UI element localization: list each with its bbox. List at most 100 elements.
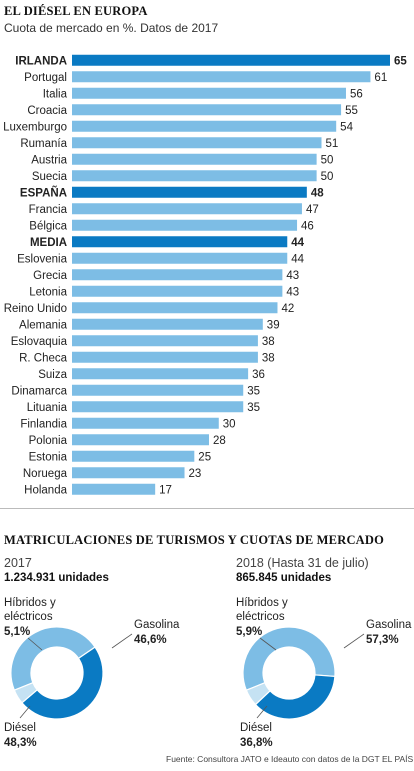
value-label: 38: [262, 336, 275, 348]
category-label: Suiza: [38, 369, 67, 381]
bar: [72, 54, 390, 66]
value-label: 55: [345, 105, 358, 117]
hibridos-label: eléctricos: [236, 611, 285, 623]
value-label: 43: [286, 270, 299, 282]
diesel-value: 36,8%: [240, 737, 273, 749]
divider: [0, 508, 414, 509]
gasolina-value: 57,3%: [366, 634, 399, 646]
bar: [72, 170, 317, 182]
bar: [72, 401, 244, 413]
bar: [72, 104, 342, 116]
bar: [72, 137, 322, 149]
category-label: Rumanía: [20, 138, 67, 150]
category-label: Austria: [31, 154, 67, 166]
category-label: Finlandia: [20, 418, 67, 430]
leader-line: [343, 633, 365, 649]
value-label: 65: [394, 55, 407, 67]
bar: [72, 467, 185, 479]
hibridos-value: 5,9%: [236, 626, 262, 638]
bar-chart: IRLANDA 65 Portugal 61 Italia 56 Croacia 55 Luxe…: [3, 54, 407, 496]
value-label: 46: [301, 220, 314, 232]
hibridos-label: eléctricos: [4, 611, 53, 623]
leader-line: [259, 637, 277, 651]
category-label: Eslovaquia: [11, 336, 68, 348]
donut-slice: [21, 646, 104, 720]
units-2017: 1.234.931 unidades: [4, 572, 109, 584]
value-label: 30: [223, 418, 236, 430]
value-label: 35: [247, 402, 260, 414]
diesel-value: 48,3%: [4, 737, 37, 749]
donut-slice: [254, 674, 336, 720]
bar: [72, 252, 288, 264]
value-label: 51: [326, 138, 339, 150]
bar: [72, 120, 337, 132]
category-label: Francia: [29, 204, 68, 216]
gasolina-label: Gasolina: [134, 619, 180, 631]
category-label: Italia: [43, 88, 68, 100]
value-label: 43: [286, 286, 299, 298]
bar: [72, 483, 156, 495]
bar: [72, 219, 298, 231]
bar: [72, 434, 209, 446]
value-label: 44: [291, 253, 304, 265]
value-label: 48: [311, 187, 324, 199]
category-label: Reino Unido: [4, 303, 67, 315]
bar: [72, 335, 258, 347]
category-label: Suecia: [32, 171, 68, 183]
year-2017: 2017: [4, 556, 32, 570]
value-label: 54: [340, 121, 353, 133]
donut-chart-2017: Híbridos y eléctricos 5,1% Gasolina 46,6% Dié…: [4, 597, 180, 749]
chart-title: EL DIÉSEL EN EUROPA: [4, 4, 148, 18]
category-label: IRLANDA: [15, 55, 67, 67]
gasolina-label: Gasolina: [366, 619, 412, 631]
category-label: MEDIA: [30, 237, 67, 249]
category-label: Holanda: [24, 484, 67, 496]
value-label: 38: [262, 352, 275, 364]
bar: [72, 153, 317, 165]
donut-chart-2018: Híbridos y eléctricos 5,9% Gasolina 57,3% Dié…: [236, 597, 412, 749]
chart-subtitle: Cuota de mercado en %. Datos de 2017: [4, 21, 219, 35]
bar: [72, 285, 283, 297]
hibridos-label: Híbridos y: [236, 597, 288, 609]
value-label: 23: [189, 468, 202, 480]
bar: [72, 368, 249, 380]
category-label: Noruega: [23, 468, 68, 480]
section-title: MATRICULACIONES DE TURISMOS Y CUOTAS DE …: [4, 533, 385, 547]
category-label: Dinamarca: [11, 385, 67, 397]
value-label: 44: [291, 237, 304, 249]
value-label: 36: [252, 369, 265, 381]
value-label: 28: [213, 435, 226, 447]
category-label: ESPAÑA: [20, 186, 67, 199]
category-label: Bélgica: [29, 220, 67, 232]
bar: [72, 87, 346, 99]
category-label: Grecia: [33, 270, 67, 282]
bar: [72, 318, 263, 330]
value-label: 61: [374, 72, 387, 84]
donut-slice: [13, 681, 39, 704]
donut-slice: [10, 626, 96, 692]
bar: [72, 351, 258, 363]
hibridos-label: Híbridos y: [4, 597, 56, 609]
bar: [72, 302, 278, 314]
leader-line: [27, 637, 43, 651]
hibridos-value: 5,1%: [4, 626, 30, 638]
bar: [72, 236, 288, 248]
leader-line: [111, 633, 133, 649]
category-label: Estonia: [29, 451, 68, 463]
bar: [72, 71, 371, 83]
value-label: 17: [159, 484, 172, 496]
value-label: 35: [247, 385, 260, 397]
bar: [72, 203, 302, 215]
diesel-label: Diésel: [4, 722, 36, 734]
donut-slice: [245, 681, 271, 706]
brand-label: EL PAÍS: [382, 754, 414, 764]
value-label: 25: [198, 451, 211, 463]
category-label: R. Checa: [19, 352, 68, 364]
gasolina-value: 46,6%: [134, 634, 167, 646]
bar: [72, 186, 307, 198]
category-label: Croacia: [27, 105, 67, 117]
value-label: 42: [281, 303, 294, 315]
value-label: 39: [267, 319, 280, 331]
category-label: Alemania: [19, 319, 68, 331]
source-note: Fuente: Consultora JATO e Ideauto con da…: [166, 754, 385, 764]
